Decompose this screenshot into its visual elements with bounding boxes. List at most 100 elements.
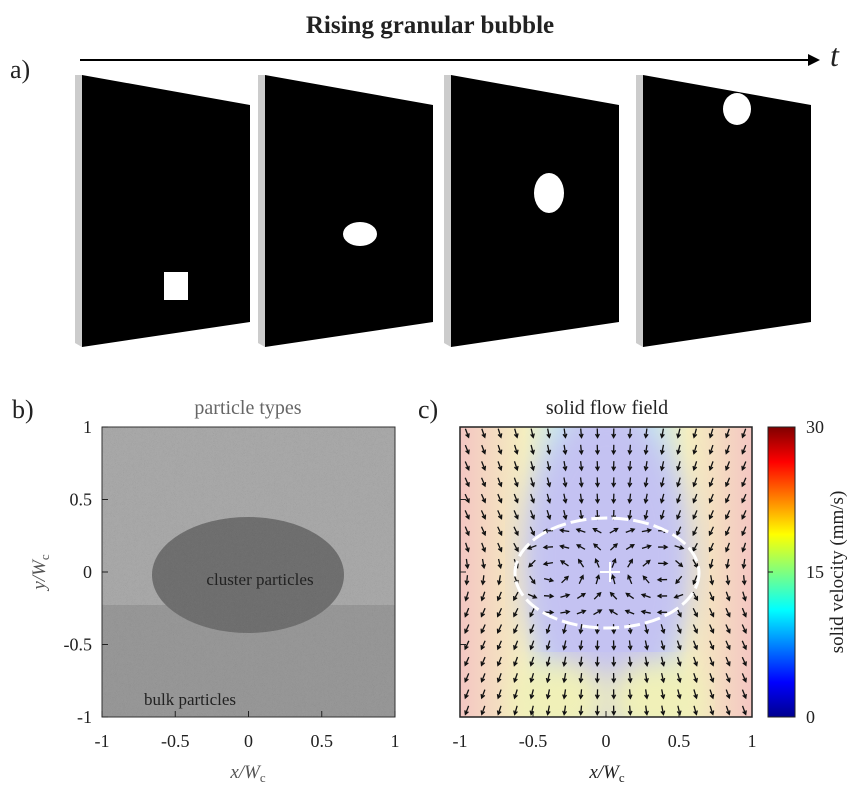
x-tick-label: 0.5 bbox=[311, 731, 334, 751]
arrow bbox=[480, 640, 486, 651]
x-tick-label: -0.5 bbox=[519, 731, 548, 751]
arrow bbox=[464, 575, 470, 586]
arrow bbox=[676, 624, 682, 635]
flow-background bbox=[460, 427, 752, 717]
arrow bbox=[676, 705, 682, 716]
arrow bbox=[741, 461, 747, 472]
arrow bbox=[559, 528, 570, 534]
time-label: t bbox=[830, 37, 840, 73]
arrow bbox=[480, 510, 487, 520]
arrow bbox=[594, 444, 600, 456]
arrow bbox=[611, 640, 617, 651]
arrow bbox=[642, 575, 650, 584]
arrow bbox=[562, 689, 568, 700]
arrow bbox=[660, 705, 666, 716]
arrow bbox=[675, 559, 684, 568]
arrow bbox=[578, 689, 584, 700]
panel-title: solid flow field bbox=[546, 397, 668, 419]
arrow bbox=[576, 592, 587, 599]
panel-label: b) bbox=[12, 395, 34, 424]
arrow bbox=[497, 493, 503, 504]
arrow bbox=[480, 607, 486, 618]
arrow bbox=[497, 428, 503, 439]
slab-side bbox=[636, 75, 643, 347]
arrow bbox=[624, 609, 635, 615]
arrow bbox=[676, 477, 681, 488]
arrow bbox=[562, 444, 568, 456]
arrow bbox=[659, 461, 665, 472]
arrow bbox=[627, 689, 633, 700]
bubble bbox=[343, 222, 377, 246]
arrow bbox=[529, 575, 536, 585]
y-tick-label: -0.5 bbox=[64, 635, 93, 655]
arrow bbox=[592, 527, 602, 534]
arrow bbox=[513, 461, 519, 472]
arrow bbox=[643, 509, 649, 521]
arrow bbox=[709, 575, 715, 586]
arrow bbox=[497, 510, 503, 520]
arrow bbox=[497, 542, 503, 553]
arrow-head bbox=[808, 54, 820, 66]
bubble-center bbox=[600, 562, 620, 582]
arrow bbox=[741, 477, 747, 488]
arrow bbox=[692, 493, 698, 504]
arrow bbox=[611, 461, 617, 472]
arrow bbox=[464, 689, 470, 700]
arrow bbox=[659, 493, 665, 504]
panel-label: a) bbox=[10, 55, 30, 84]
arrow bbox=[725, 591, 731, 602]
slab-face bbox=[643, 75, 811, 347]
arrow bbox=[627, 428, 633, 439]
arrow bbox=[480, 591, 486, 602]
arrow bbox=[497, 477, 503, 488]
arrow bbox=[562, 640, 567, 651]
arrow bbox=[465, 542, 470, 553]
y-tick-label: 1 bbox=[83, 417, 92, 437]
arrow bbox=[725, 558, 731, 570]
arrow bbox=[676, 656, 682, 667]
arrow bbox=[643, 444, 649, 456]
arrow bbox=[480, 656, 486, 667]
arrow bbox=[625, 528, 636, 534]
arrow bbox=[497, 558, 503, 570]
arrow bbox=[725, 461, 731, 472]
arrow bbox=[693, 656, 698, 667]
arrow bbox=[481, 558, 486, 570]
title: Rising granular bubble bbox=[306, 12, 554, 39]
colorbar-tick-label: 15 bbox=[806, 562, 824, 582]
arrow bbox=[676, 510, 682, 520]
arrow bbox=[741, 673, 747, 683]
arrow bbox=[644, 624, 650, 635]
arrow bbox=[530, 493, 535, 504]
arrow bbox=[480, 673, 486, 683]
snapshots bbox=[75, 75, 811, 347]
x-tick-label: 0 bbox=[244, 731, 253, 751]
arrow bbox=[559, 544, 570, 550]
panel-title: particle types bbox=[194, 397, 301, 419]
arrow bbox=[464, 705, 470, 716]
slab-face bbox=[451, 75, 619, 347]
arrow bbox=[709, 656, 715, 667]
arrow bbox=[497, 444, 503, 455]
arrow bbox=[464, 477, 470, 488]
arrow bbox=[546, 461, 552, 472]
arrow bbox=[594, 493, 600, 505]
arrow bbox=[708, 461, 714, 472]
arrow bbox=[725, 673, 731, 683]
arrow bbox=[576, 609, 587, 615]
arrow bbox=[562, 705, 568, 716]
arrow bbox=[725, 656, 731, 667]
slab-face bbox=[265, 75, 433, 347]
arrow bbox=[578, 461, 584, 472]
arrow bbox=[594, 428, 600, 439]
arrow bbox=[611, 477, 617, 488]
arrow bbox=[578, 624, 584, 635]
arrow bbox=[529, 656, 535, 667]
arrow bbox=[464, 591, 470, 602]
arrow bbox=[660, 624, 666, 635]
label-sub: c bbox=[37, 554, 52, 560]
arrow bbox=[627, 574, 633, 585]
arrow bbox=[641, 544, 652, 550]
arrow bbox=[674, 545, 685, 550]
arrow bbox=[513, 705, 518, 716]
